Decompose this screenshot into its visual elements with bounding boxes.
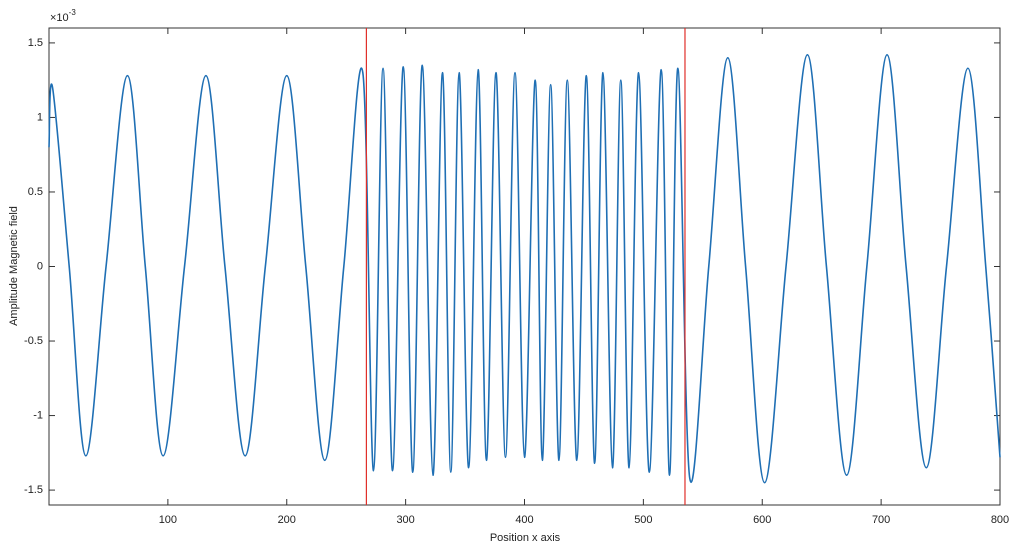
plot-area	[48, 27, 1001, 506]
x-axis-label: Position x axis	[490, 532, 561, 544]
x-tick-label: 100	[159, 514, 177, 526]
multiplier-base: ×10	[50, 12, 69, 24]
x-tick-label: 700	[872, 514, 890, 526]
x-tick-label: 200	[278, 514, 296, 526]
multiplier-exponent: -3	[69, 8, 77, 17]
y-tick-label: 0	[37, 260, 43, 272]
y-tick-label: 1.5	[28, 37, 43, 49]
y-tick-label: 0.5	[28, 186, 43, 198]
y-multiplier: ×10-3	[50, 8, 76, 24]
x-tick-label: 600	[753, 514, 771, 526]
y-tick-label: 1	[37, 111, 43, 123]
y-tick-label: -1	[33, 409, 43, 421]
x-tick-label: 400	[515, 514, 533, 526]
x-tick-label: 300	[396, 514, 414, 526]
x-tick-label: 800	[991, 514, 1009, 526]
signal-line	[48, 54, 1001, 484]
x-tick-label: 500	[634, 514, 652, 526]
y-tick-label: -0.5	[24, 335, 43, 347]
y-axis-label: Amplitude Magnetic field	[8, 206, 20, 326]
y-tick-label: -1.5	[24, 484, 43, 496]
